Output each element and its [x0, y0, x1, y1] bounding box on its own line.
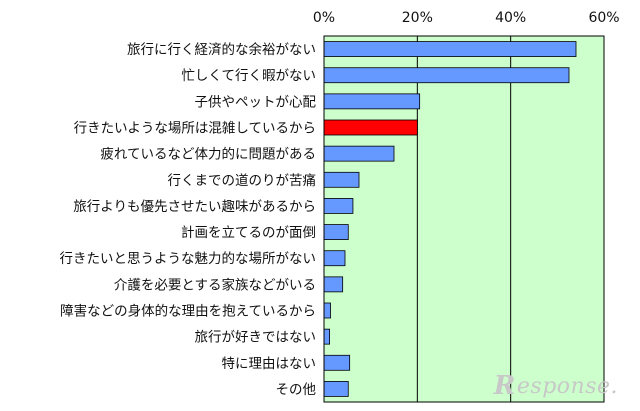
category-label: その他 [276, 382, 317, 398]
category-label: 疲れているなど体力的に問題がある [100, 146, 316, 163]
category-label: 旅行が好きではない [195, 330, 317, 346]
category-label: 行きたいような場所は混雑しているから [74, 121, 316, 137]
bar [323, 250, 346, 267]
bar [323, 381, 349, 397]
category-label: 障害などの身体的な理由を抱えているから [60, 304, 316, 320]
category-label: 旅行に行く経済的な余裕がない [127, 41, 316, 58]
bar [323, 93, 421, 110]
bar [323, 224, 349, 240]
category-label: 子供やペットが心配 [195, 94, 317, 110]
bar [323, 328, 330, 345]
category-label: 特に理由はない [222, 356, 317, 372]
x-tick-label: 40% [495, 10, 526, 26]
category-labels: 旅行に行く経済的な余裕がない忙しくて行く暇がない子供やペットが心配行きたいような… [60, 41, 317, 398]
x-tick-label: 60% [588, 10, 619, 26]
bar-highlighted [323, 119, 418, 136]
x-tick-label: 0% [313, 10, 335, 26]
category-label: 忙しくて行く暇がない [181, 68, 316, 84]
bar [323, 276, 344, 293]
bar [323, 198, 354, 214]
bar [323, 354, 351, 371]
category-label: 行くまでの道のりが苦痛 [168, 172, 317, 189]
watermark-logo-mark: R [493, 371, 516, 401]
plot-area [323, 35, 605, 403]
x-tick-label: 20% [402, 10, 433, 26]
bar [323, 171, 360, 188]
category-label: 旅行よりも優先させたい趣味があるから [73, 199, 316, 215]
bar [323, 302, 331, 319]
bar [323, 67, 570, 84]
bar [323, 41, 577, 57]
category-label: 計画を立てるのが面倒 [181, 225, 316, 241]
response-watermark: R esponse. [494, 371, 618, 401]
x-tick-labels: 0% 20% 40% 60% [313, 10, 620, 26]
category-label: 介護を必要とする家族などがいる [114, 276, 316, 293]
bars [323, 41, 577, 397]
bar [323, 145, 395, 162]
watermark-text: esponse. [516, 373, 618, 399]
category-label: 行きたいと思うような魅力的な場所がない [60, 251, 317, 267]
